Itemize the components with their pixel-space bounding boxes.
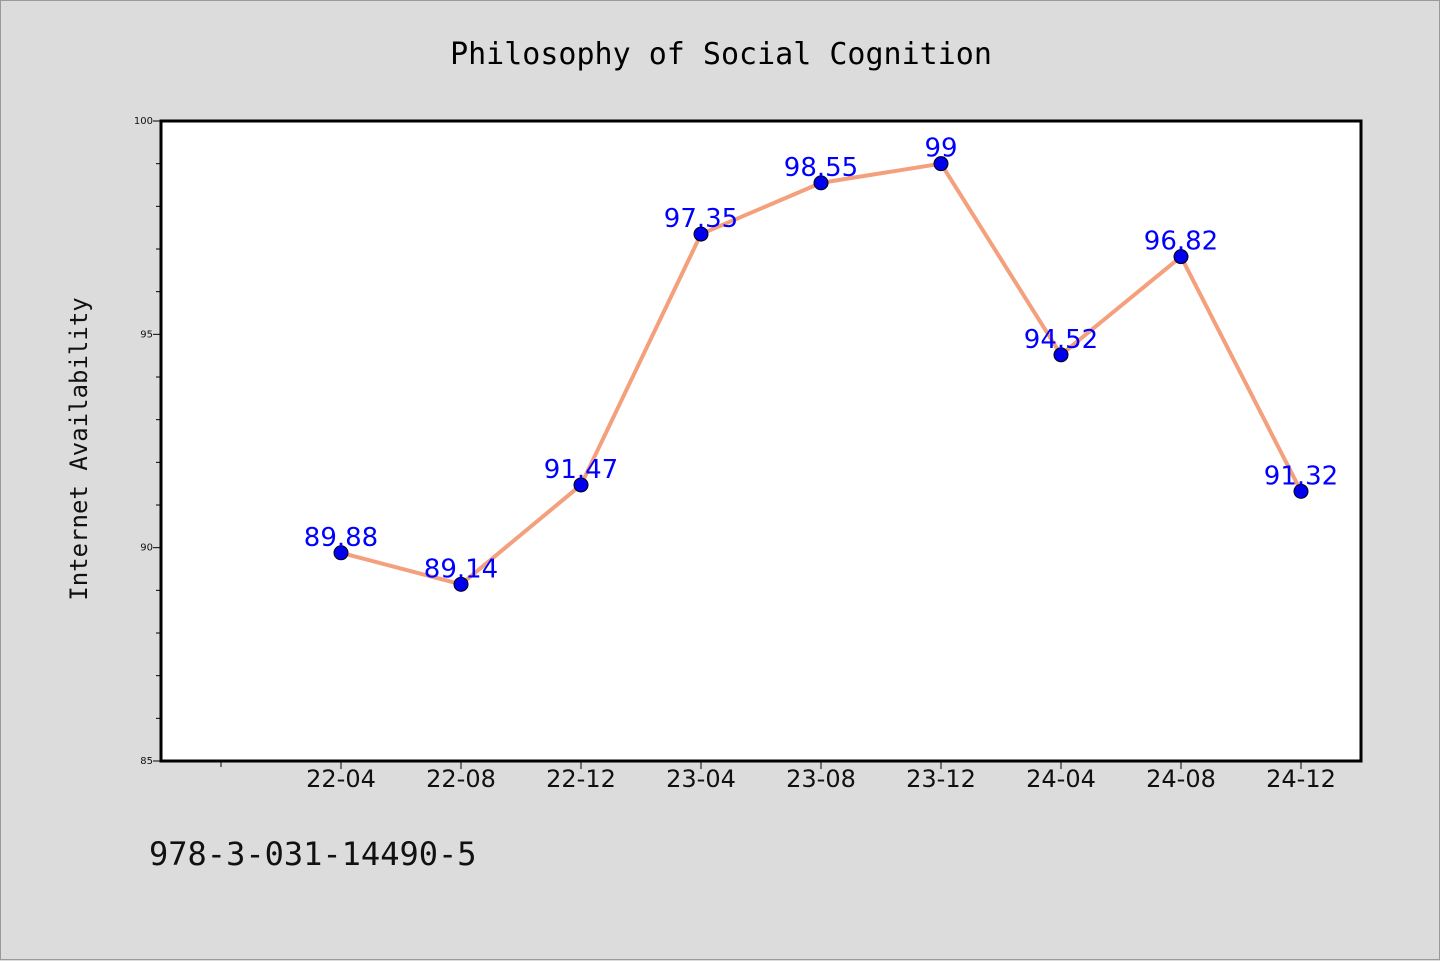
plot-area <box>161 121 1361 761</box>
data-series: 89.88 89.14 91.47 97.35 98.55 99 94.52 96.82 91.… <box>304 134 1338 592</box>
data-label: 99 <box>924 134 957 164</box>
x-tick-label: 22-04 <box>306 765 376 793</box>
plot-frame <box>159 119 1363 763</box>
x-tick-label: 22-08 <box>426 765 496 793</box>
data-label: 97.35 <box>664 204 738 234</box>
data-point <box>1293 483 1309 499</box>
chart-title: Philosophy of Social Cognition <box>450 37 992 72</box>
data-label: 91.47 <box>544 455 618 485</box>
data-label: 94.52 <box>1024 325 1098 355</box>
data-point <box>933 156 949 172</box>
y-tick-label: 100 <box>134 116 153 127</box>
y-axis-label: Internet Availability <box>65 297 93 600</box>
y-tick-label: 85 <box>140 756 153 767</box>
footer-isbn: 978-3-031-14490-5 <box>149 835 477 873</box>
x-tick-label: 23-04 <box>666 765 736 793</box>
data-point <box>333 545 349 561</box>
x-tick-label: 24-04 <box>1026 765 1096 793</box>
data-label: 91.32 <box>1264 461 1338 491</box>
data-point <box>453 576 469 592</box>
data-point <box>813 175 829 191</box>
data-point <box>573 477 589 493</box>
x-tick-label: 22-12 <box>546 765 616 793</box>
data-point <box>693 226 709 242</box>
x-tick-label: 24-08 <box>1146 765 1216 793</box>
data-label: 98.55 <box>784 153 858 183</box>
x-tick-label: 23-08 <box>786 765 856 793</box>
data-label: 89.88 <box>304 523 378 553</box>
x-tick-label: 24-12 <box>1266 765 1336 793</box>
data-label: 89.14 <box>424 554 498 584</box>
data-point <box>1053 347 1069 363</box>
data-label: 96.82 <box>1144 227 1218 257</box>
data-point <box>1173 249 1189 265</box>
axis-ticks: 85 90 95 100 22-04 22-08 22-12 23-04 23-08 23-12 2… <box>134 116 1336 793</box>
y-tick-label: 90 <box>140 543 153 554</box>
y-tick-label: 95 <box>140 329 153 340</box>
x-tick-label: 23-12 <box>906 765 976 793</box>
